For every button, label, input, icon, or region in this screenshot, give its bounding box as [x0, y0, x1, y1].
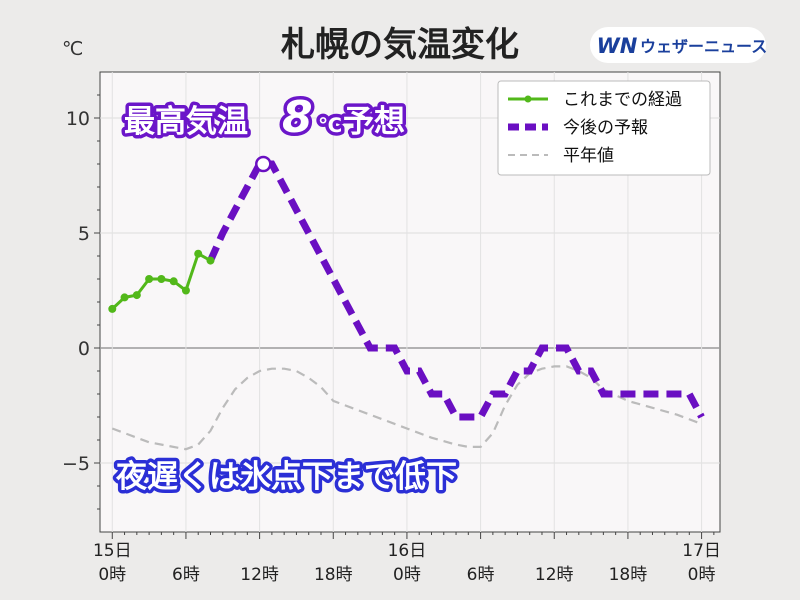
brand-mark-icon: WN [597, 34, 638, 58]
legend-label-forecast: 今後の予報 [563, 118, 648, 138]
legend: これまでの経過 今後の予報 平年値 [497, 80, 711, 176]
night-note-callout: 夜遅くは氷点下まで低下 [115, 459, 457, 495]
svg-text:8: 8 [282, 92, 313, 143]
observed-point [132, 291, 141, 300]
y-tick-label: 5 [78, 223, 90, 245]
series-layer [108, 155, 705, 451]
observed-point [169, 277, 178, 286]
y-tick-label: 0 [78, 338, 90, 360]
x-tick-label: 0時 [393, 565, 421, 585]
x-tick-label: 0時 [98, 565, 126, 585]
svg-text:予想: 予想 [343, 104, 405, 140]
observed-point [145, 275, 154, 283]
y-unit-label: ℃ [62, 38, 83, 60]
max-temp-marker [255, 155, 272, 173]
observed-point [194, 249, 203, 258]
y-tick-label: −5 [62, 453, 90, 475]
brand-logo: WN ウェザーニュース [590, 27, 767, 63]
y-tick-label: 10 [66, 108, 90, 130]
observed-point [120, 293, 129, 302]
x-tick-label: 18時 [314, 565, 353, 585]
x-tick-label: 6時 [467, 565, 495, 585]
x-tick-label: 0時 [688, 565, 716, 585]
x-tick-label: 6時 [172, 565, 200, 585]
svg-text:℃: ℃ [318, 113, 342, 137]
observed-point [157, 275, 166, 283]
max-temp-callout: 最高気温 8 ℃ 予想 [121, 89, 409, 147]
x-tick-label: 15日 [93, 541, 132, 561]
series-normal-line [111, 365, 702, 451]
x-axis: 15日 0時 6時 12時 18時 16日 0時 6時 12時 18時 17日 0時 [93, 532, 721, 585]
x-tick-label: 12時 [535, 565, 574, 585]
series-forecast-line [207, 160, 705, 421]
brand-name: ウェザーニュース [640, 37, 767, 56]
svg-text:最高気温: 最高気温 [124, 104, 248, 140]
observed-point [108, 304, 117, 313]
x-tick-label: 12時 [240, 565, 279, 585]
x-tick-label: 18時 [609, 565, 648, 585]
y-axis: 10 5 0 −5 [62, 94, 100, 510]
legend-label-observed: これまでの経過 [563, 90, 682, 110]
grid [100, 72, 720, 532]
legend-label-normal: 平年値 [563, 146, 614, 166]
observed-point [206, 256, 215, 265]
x-tick-label: 17日 [682, 541, 721, 561]
observed-point [181, 286, 190, 295]
x-tick-label: 16日 [388, 541, 427, 561]
chart-title: 札幌の気温変化 [281, 25, 519, 65]
legend-marker-observed [524, 95, 532, 103]
